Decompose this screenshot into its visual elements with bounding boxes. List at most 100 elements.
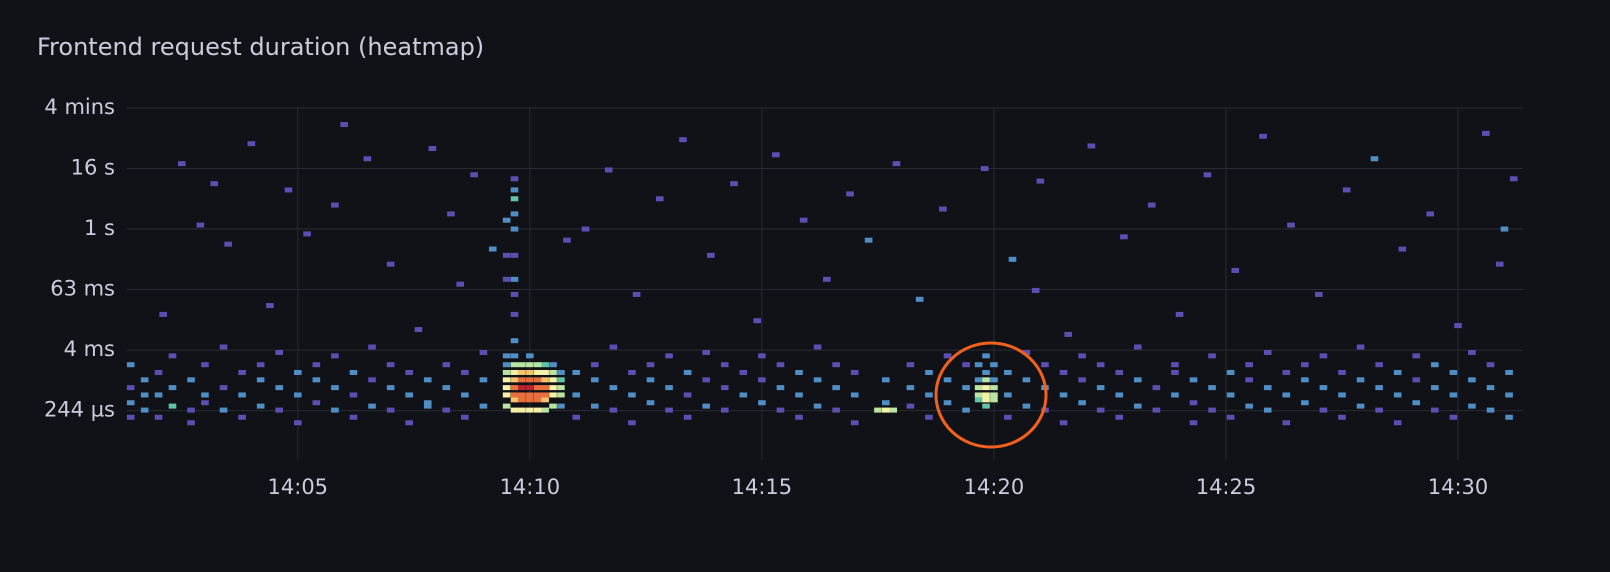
heatmap-cell [168,385,177,391]
heatmap-cell [541,407,549,413]
heatmap-cell [906,385,915,391]
heatmap-cell [563,237,571,243]
heatmap-cell [533,362,542,368]
x-tick-label: 14:15 [732,475,793,499]
heatmap-cell [386,407,395,413]
x-tick-label: 14:30 [1428,475,1489,499]
heatmap-cell [549,369,557,375]
axis-labels: 244 µs 4 ms 63 ms 1 s 16 s 4 mins 14:05 14:10 14… [44,95,1488,499]
heatmap-cell [1375,385,1383,391]
heatmap-cell [702,349,710,355]
heatmap-cell [1431,407,1439,413]
heatmap-cell [939,206,947,212]
heatmap-cell [312,400,321,406]
heatmap-cell [572,392,581,398]
heatmap-cell [349,392,358,398]
heatmap-cell [140,377,149,383]
heatmap-cell [962,385,970,391]
heatmap-cell [256,403,265,409]
heatmap-cell [990,397,998,403]
heatmap-cell [541,369,549,375]
heatmap-cell [201,392,209,398]
heatmap-cell [526,407,534,413]
heatmap-cell [581,226,590,232]
heatmap-cell [363,156,372,162]
heatmap-cell [591,362,599,368]
heatmap-cell [331,407,339,413]
heatmap-cell [832,385,840,391]
heatmap-cell [510,211,519,217]
heatmap-cell [846,191,854,197]
heatmap-cell [526,377,534,383]
heatmap-cell [510,362,519,368]
heatmap-cell [646,362,655,368]
heatmap-cell [1059,369,1068,375]
heatmap-cell [510,369,519,375]
heatmap-cell [1338,369,1346,375]
x-tick-label: 14:05 [268,475,329,499]
heatmap-cell [275,385,284,391]
heatmap-cell [683,414,692,420]
heatmap-cell [526,397,534,403]
heatmap-cell [502,362,511,368]
heatmap-cell [470,172,478,178]
heatmap-cell [925,414,933,420]
heatmap-cell [140,392,149,398]
heatmap-cell [943,353,952,359]
heatmap-cell [293,392,302,398]
heatmap-cell [906,403,915,409]
heatmap-cell [1356,377,1365,383]
panel-title: Frontend request duration (heatmap) [37,33,484,61]
heatmap-cell [990,392,998,398]
y-tick-label: 16 s [71,156,115,180]
heatmap-cell [982,385,990,391]
heatmap-cell [665,353,673,359]
heatmap-cell [1078,400,1086,406]
heatmap-cell [665,407,673,413]
heatmap-cell [219,385,228,391]
heatmap-cell [557,403,565,409]
heatmap-cell [502,217,511,223]
heatmap-cell [293,369,302,375]
heatmap-cell [461,414,469,420]
heatmap-cell [549,385,557,391]
heatmap-cell [683,392,692,398]
heatmap-cell [238,392,246,398]
heatmap-cell [1426,211,1434,217]
heatmap-cell [679,137,687,143]
heatmap-cell [1393,420,1402,426]
heatmap-cell [1398,246,1407,252]
heatmap-cell [982,392,990,398]
heatmap-cell [533,369,542,375]
heatmap-cell [518,362,526,368]
heatmap-cell [1454,323,1462,329]
heatmap-cell [256,362,265,368]
heatmap-cell [510,397,519,403]
heatmap-cell [1449,414,1458,420]
heatmap-cell [823,276,831,282]
heatmap-cell [795,414,803,420]
heatmap-cell [1301,362,1309,368]
heatmap-cell [990,362,998,368]
heatmap-cell [510,311,519,317]
heatmap-cell [557,392,565,398]
heatmap-cell [526,353,534,359]
heatmap-cell [1301,400,1309,406]
heatmap-cell [526,362,534,368]
heatmap-cell [331,385,339,391]
heatmap-cell [1375,407,1383,413]
heatmap-cell [1022,377,1031,383]
heatmap-cell [275,407,284,413]
heatmap-cell [720,385,729,391]
heatmap-cell [479,349,488,355]
heatmap-cell [925,369,933,375]
highlight-circle [934,341,1048,449]
heatmap-cell [720,362,729,368]
heatmap-cell [423,377,432,383]
y-tick-label: 4 mins [44,95,115,119]
heatmap-cell [1263,385,1272,391]
heatmap-cell [850,369,859,375]
heatmap-cell [628,369,636,375]
heatmap-cell [154,392,163,398]
